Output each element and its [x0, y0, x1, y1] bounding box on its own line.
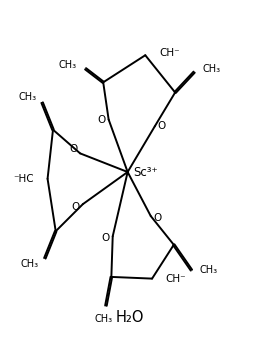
Text: O: O [153, 213, 162, 223]
Text: Sc³⁺: Sc³⁺ [134, 165, 158, 179]
Text: CH₃: CH₃ [59, 60, 77, 70]
Text: CH⁻: CH⁻ [159, 48, 179, 58]
Text: CH₃: CH₃ [18, 92, 36, 102]
Text: ⁻HC: ⁻HC [13, 174, 34, 184]
Text: CH₃: CH₃ [21, 259, 39, 269]
Text: O: O [72, 202, 80, 212]
Text: H₂O: H₂O [116, 310, 145, 325]
Text: CH⁻: CH⁻ [166, 273, 186, 283]
Text: O: O [98, 115, 106, 125]
Text: O: O [158, 121, 166, 131]
Text: O: O [69, 144, 77, 154]
Text: CH₃: CH₃ [199, 265, 217, 275]
Text: CH₃: CH₃ [95, 314, 113, 324]
Text: CH₃: CH₃ [203, 64, 221, 74]
Text: O: O [102, 233, 110, 243]
